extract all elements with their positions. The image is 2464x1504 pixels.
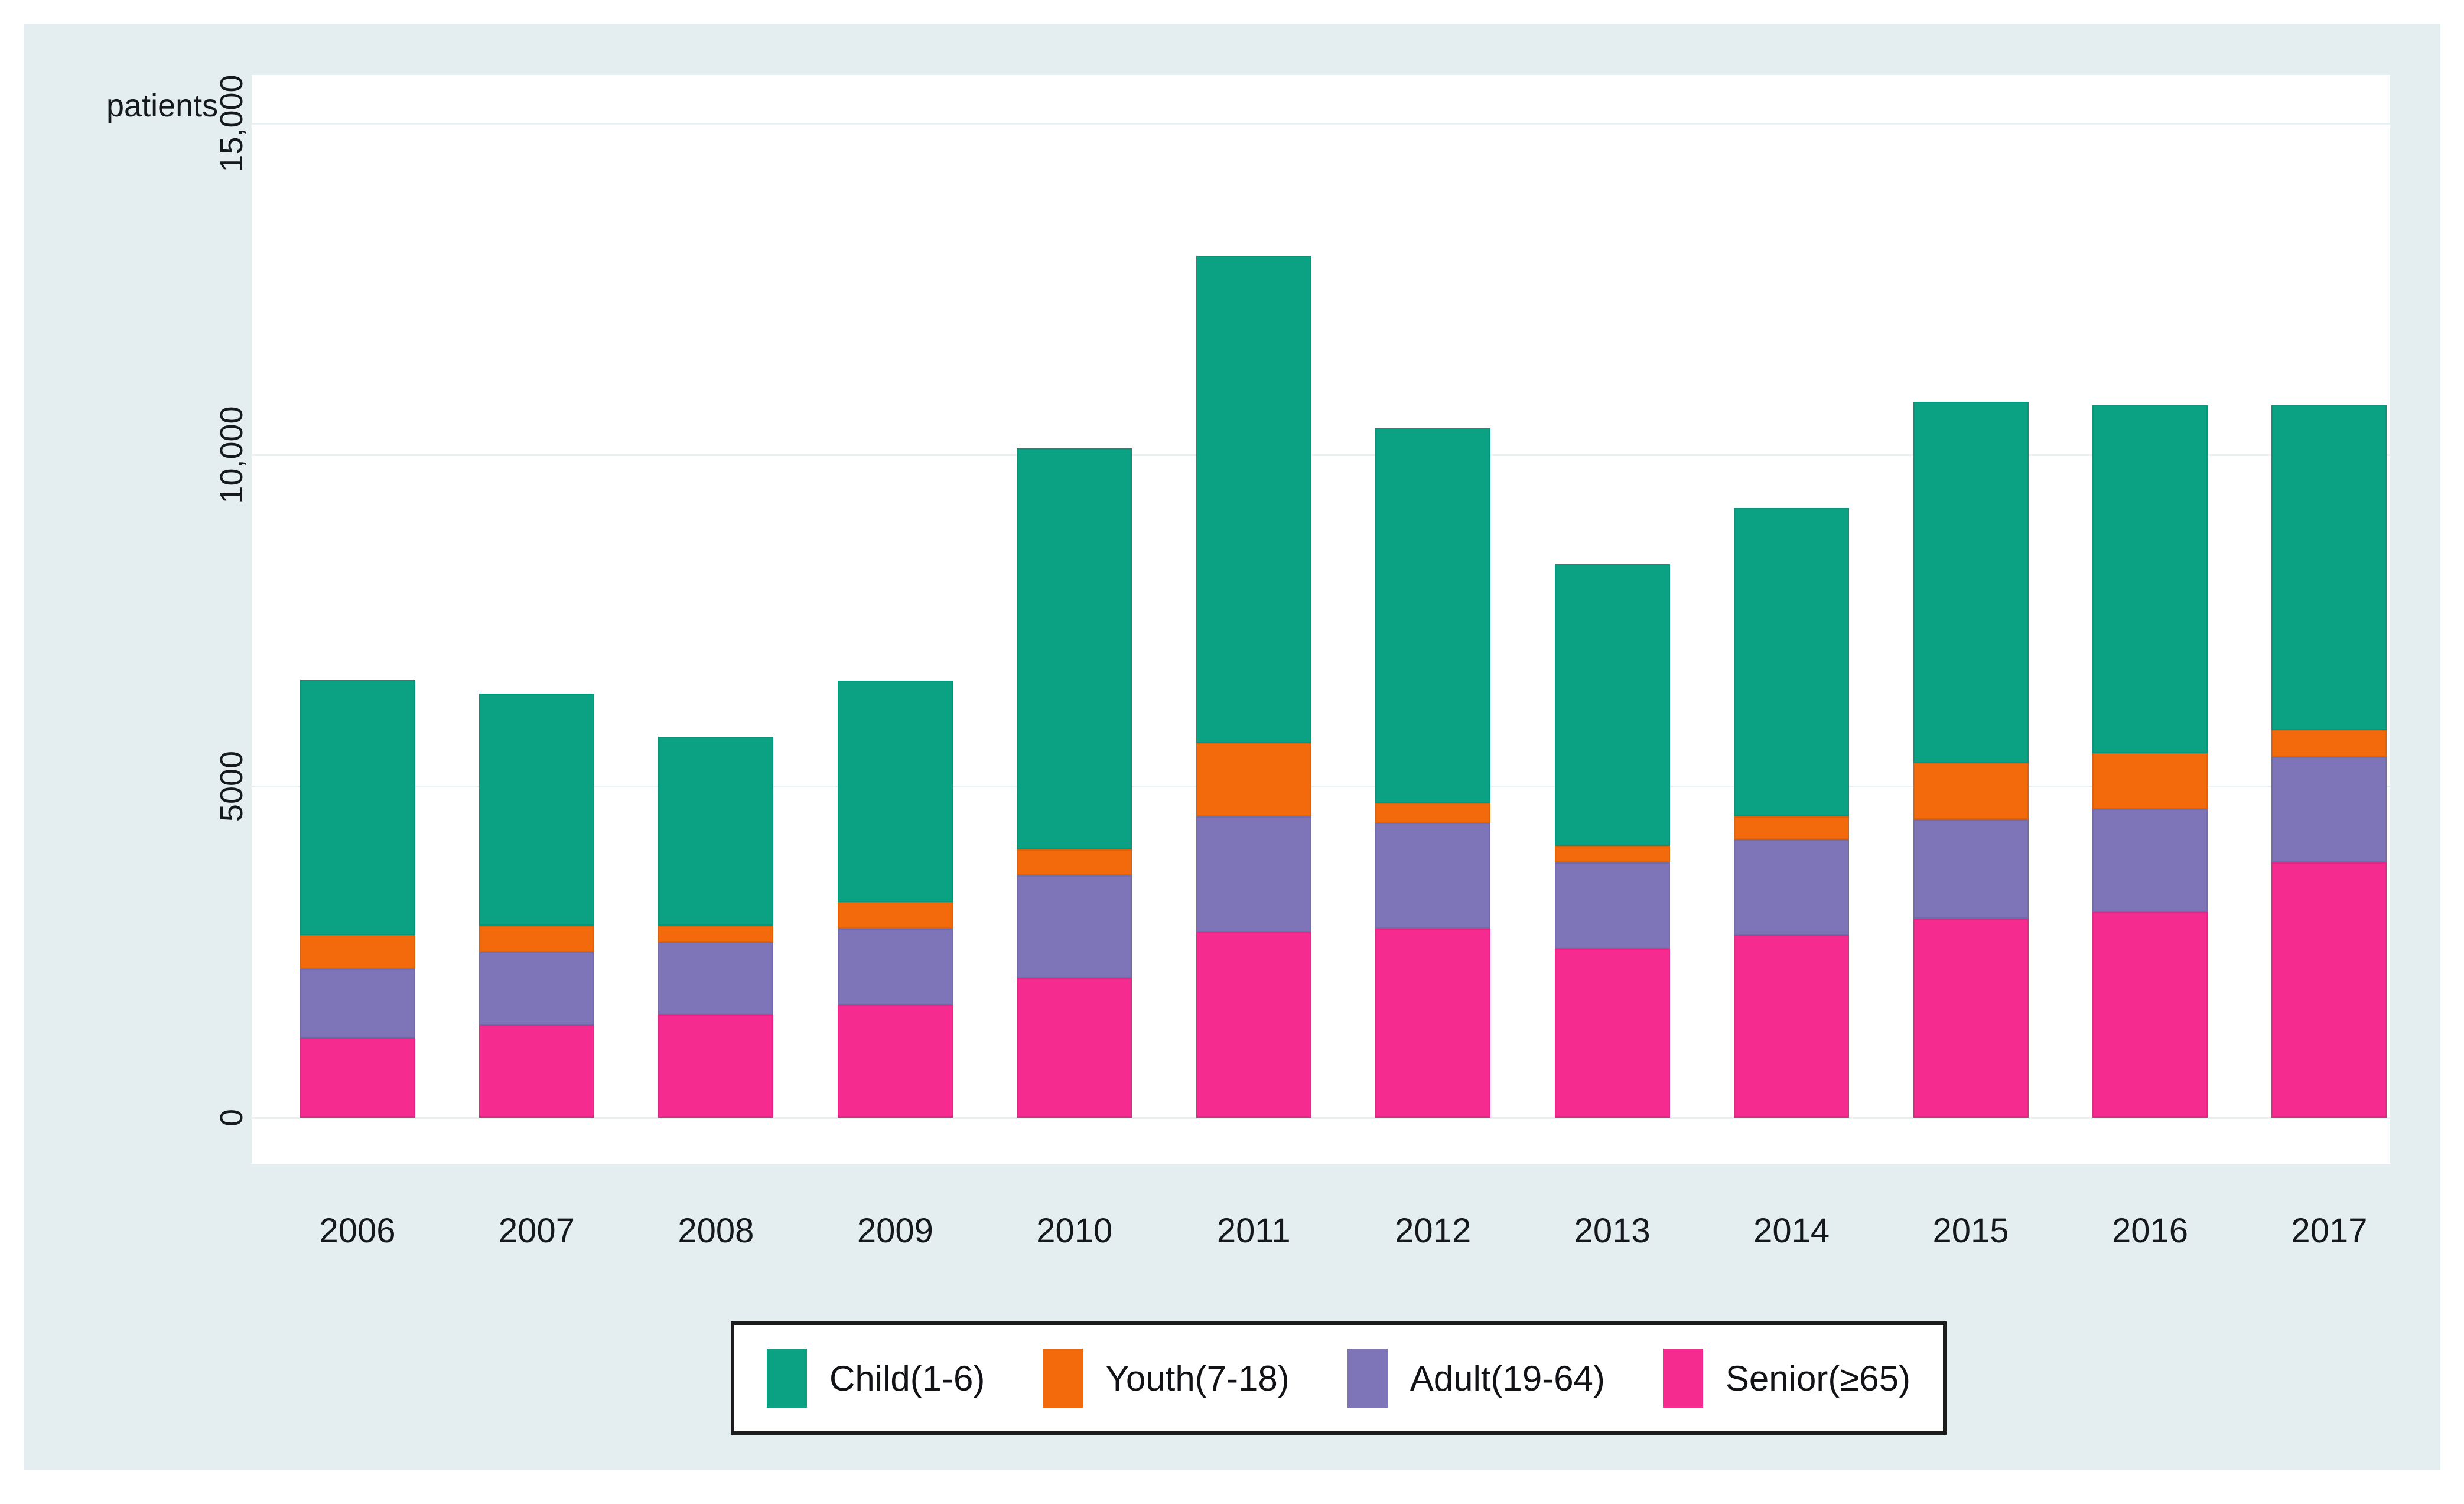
legend: Child(1-6) Youth(7-18) Adult(19-64) Senior(… bbox=[731, 1321, 1947, 1435]
gridline-15000 bbox=[252, 123, 2390, 125]
gridline-10000 bbox=[252, 454, 2390, 456]
segment-2012-Senior(≥65) bbox=[1375, 929, 1491, 1118]
segment-2013-Senior(≥65) bbox=[1554, 948, 1670, 1118]
legend-swatch-icon bbox=[1043, 1349, 1083, 1408]
segment-2015-Youth(7-18) bbox=[1913, 763, 2029, 820]
segment-2014-Senior(≥65) bbox=[1734, 935, 1850, 1118]
bar-2006 bbox=[300, 680, 415, 1118]
legend-swatch-icon bbox=[1662, 1349, 1703, 1408]
bar-2013 bbox=[1554, 564, 1670, 1118]
x-tick-label-2012: 2012 bbox=[1395, 1212, 1472, 1250]
segment-2006-Adult(19-64) bbox=[300, 968, 415, 1039]
segment-2017-Senior(≥65) bbox=[2271, 862, 2387, 1118]
segment-2007-Youth(7-18) bbox=[479, 925, 594, 952]
segment-2010-Youth(7-18) bbox=[1017, 849, 1132, 876]
segment-2007-Adult(19-64) bbox=[479, 952, 594, 1025]
bar-2012 bbox=[1375, 428, 1491, 1118]
y-axis-title: patients bbox=[106, 88, 219, 123]
segment-2015-Child(1-6) bbox=[1913, 402, 2029, 763]
segment-2014-Youth(7-18) bbox=[1734, 816, 1850, 839]
legend-item-0: Child(1-6) bbox=[767, 1349, 985, 1408]
chart-panel: patients 0 5000 10,000 15,000 2006 2007 2008 2… bbox=[24, 24, 2440, 1470]
segment-2009-Senior(≥65) bbox=[837, 1005, 953, 1118]
segment-2016-Child(1-6) bbox=[2092, 405, 2208, 753]
legend-label: Child(1-6) bbox=[829, 1358, 985, 1398]
segment-2010-Adult(19-64) bbox=[1017, 875, 1132, 979]
segment-2006-Child(1-6) bbox=[300, 680, 415, 936]
segment-2013-Youth(7-18) bbox=[1554, 845, 1670, 863]
segment-2016-Youth(7-18) bbox=[2092, 753, 2208, 810]
x-tick-label-2013: 2013 bbox=[1574, 1212, 1651, 1250]
segment-2010-Child(1-6) bbox=[1017, 448, 1132, 849]
segment-2006-Youth(7-18) bbox=[300, 935, 415, 969]
y-tick-label-10000: 10,000 bbox=[214, 406, 249, 504]
x-tick-label-2009: 2009 bbox=[857, 1212, 933, 1250]
segment-2012-Adult(19-64) bbox=[1375, 822, 1491, 929]
bar-2015 bbox=[1913, 402, 2029, 1118]
segment-2014-Child(1-6) bbox=[1734, 507, 1850, 816]
segment-2013-Child(1-6) bbox=[1554, 564, 1670, 846]
segment-2008-Child(1-6) bbox=[658, 736, 774, 926]
gridline-5000 bbox=[252, 786, 2390, 787]
legend-item-3: Senior(≥65) bbox=[1662, 1349, 1910, 1408]
segment-2008-Adult(19-64) bbox=[658, 942, 774, 1015]
segment-2011-Child(1-6) bbox=[1196, 256, 1311, 744]
segment-2011-Youth(7-18) bbox=[1196, 743, 1311, 816]
gridline-0 bbox=[252, 1117, 2390, 1119]
segment-2017-Child(1-6) bbox=[2271, 405, 2387, 730]
segment-2011-Senior(≥65) bbox=[1196, 932, 1311, 1118]
x-tick-label-2008: 2008 bbox=[678, 1212, 754, 1250]
x-tick-label-2010: 2010 bbox=[1036, 1212, 1113, 1250]
y-tick-label-5000: 5000 bbox=[214, 750, 249, 822]
bar-2008 bbox=[658, 736, 774, 1118]
legend-item-2: Adult(19-64) bbox=[1347, 1349, 1605, 1408]
x-tick-label-2015: 2015 bbox=[1932, 1212, 2009, 1250]
segment-2007-Senior(≥65) bbox=[479, 1024, 594, 1118]
segment-2015-Senior(≥65) bbox=[1913, 919, 2029, 1118]
legend-swatch-icon bbox=[1347, 1349, 1388, 1408]
segment-2006-Senior(≥65) bbox=[300, 1038, 415, 1118]
segment-2016-Senior(≥65) bbox=[2092, 912, 2208, 1118]
plot-area bbox=[252, 75, 2390, 1164]
legend-item-1: Youth(7-18) bbox=[1043, 1349, 1290, 1408]
segment-2017-Youth(7-18) bbox=[2271, 730, 2387, 757]
segment-2009-Child(1-6) bbox=[837, 680, 953, 903]
segment-2013-Adult(19-64) bbox=[1554, 862, 1670, 949]
x-tick-label-2016: 2016 bbox=[2111, 1212, 2189, 1250]
bar-2017 bbox=[2271, 405, 2387, 1118]
segment-2008-Senior(≥65) bbox=[658, 1015, 774, 1118]
y-tick-label-15000: 15,000 bbox=[214, 74, 249, 172]
segment-2007-Child(1-6) bbox=[479, 693, 594, 926]
legend-swatch-icon bbox=[767, 1349, 807, 1408]
bar-2016 bbox=[2092, 405, 2208, 1118]
x-tick-label-2006: 2006 bbox=[319, 1212, 396, 1250]
segment-2008-Youth(7-18) bbox=[658, 925, 774, 942]
segment-2009-Adult(19-64) bbox=[837, 929, 953, 1005]
segment-2012-Youth(7-18) bbox=[1375, 803, 1491, 823]
legend-label: Senior(≥65) bbox=[1725, 1358, 1910, 1398]
segment-2012-Child(1-6) bbox=[1375, 428, 1491, 803]
bar-2009 bbox=[837, 680, 953, 1118]
bar-2011 bbox=[1196, 256, 1311, 1118]
x-tick-label-2014: 2014 bbox=[1753, 1212, 1830, 1250]
segment-2015-Adult(19-64) bbox=[1913, 819, 2029, 919]
legend-label: Adult(19-64) bbox=[1410, 1358, 1605, 1398]
bar-2007 bbox=[479, 693, 594, 1118]
segment-2010-Senior(≥65) bbox=[1017, 978, 1132, 1118]
segment-2016-Adult(19-64) bbox=[2092, 809, 2208, 913]
x-tick-label-2007: 2007 bbox=[498, 1212, 575, 1250]
segment-2009-Youth(7-18) bbox=[837, 902, 953, 929]
segment-2014-Adult(19-64) bbox=[1734, 839, 1850, 936]
legend-label: Youth(7-18) bbox=[1105, 1358, 1290, 1398]
x-tick-label-2011: 2011 bbox=[1216, 1212, 1291, 1250]
bar-2014 bbox=[1734, 507, 1850, 1118]
y-tick-label-0: 0 bbox=[214, 1108, 249, 1127]
x-tick-label-2017: 2017 bbox=[2291, 1212, 2368, 1250]
segment-2017-Adult(19-64) bbox=[2271, 756, 2387, 863]
segment-2011-Adult(19-64) bbox=[1196, 816, 1311, 932]
bar-2010 bbox=[1017, 448, 1132, 1118]
